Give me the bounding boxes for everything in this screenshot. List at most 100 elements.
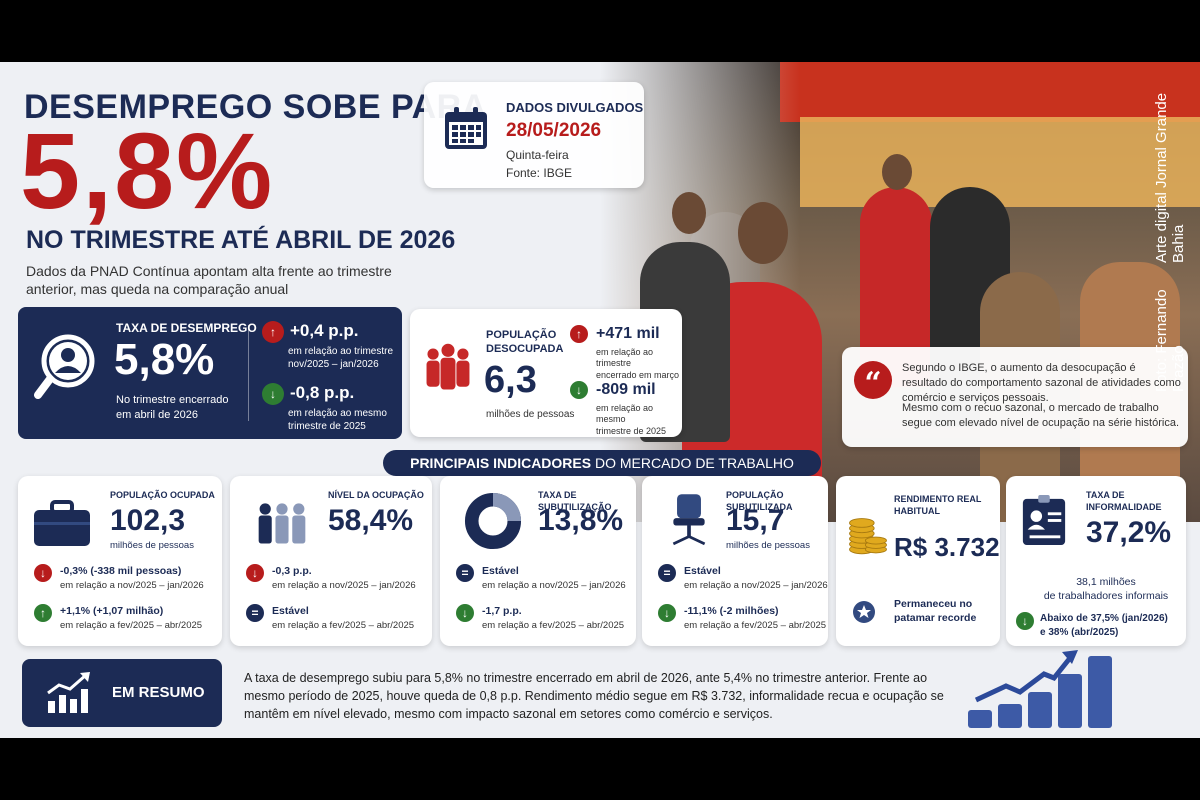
unemployed-change2-desc: em relação ao mesmo trimestre de 2025: [596, 403, 667, 436]
indicator-value: R$ 3.732: [894, 532, 1000, 562]
change1-desc: em relação a nov/2025 – jan/2026: [272, 580, 416, 591]
star-badge-icon: [853, 601, 875, 623]
quote-paragraph-1: Segundo o IBGE, o aumento da desocupação…: [902, 362, 1181, 404]
indicator-title: TAXA DE INFORMALIDADE: [1086, 490, 1162, 512]
arrow-down-icon: ↓: [34, 564, 52, 582]
indicator-title: TAXA DE SUBUTILIZAÇÃO: [538, 490, 612, 512]
informal-workers: 38,1 milhões de trabalhadores informais: [1043, 576, 1169, 602]
arrow-down-icon: ↓: [456, 604, 474, 622]
indicator-employed-population: POPULAÇÃO OCUPADA 102,3 milhões de pesso…: [18, 476, 222, 646]
indicator-title: NÍVEL DA OCUPAÇÃO: [328, 490, 424, 500]
unemployed-change1-desc: em relação ao trimestre encerrado em mar…: [596, 347, 680, 380]
release-source: Fonte: IBGE: [506, 166, 573, 180]
indicator-title: POPULAÇÃO SUBUTILIZADA: [726, 490, 793, 512]
arrow-down-icon: ↓: [570, 381, 588, 399]
change1-label: Estável: [684, 565, 721, 577]
change1-label: Estável: [482, 565, 519, 577]
indicator-value: 15,7: [726, 504, 785, 537]
equal-icon: =: [246, 604, 264, 622]
indicator-unit: milhões de pessoas: [726, 540, 810, 551]
arrow-down-icon: ↓: [262, 383, 284, 405]
magnifier-user-icon: [34, 334, 95, 399]
infographic: Foto: Fernando Frazão Arte digital Jorna…: [0, 62, 1200, 738]
arrow-up-icon: ↑: [570, 325, 588, 343]
headline-value: 5,8%: [20, 110, 275, 231]
change2-desc: em relação a fev/2025 – abr/2025: [60, 620, 203, 631]
indicator-title: POPULAÇÃO OCUPADA: [110, 490, 215, 500]
unemployed-value: 6,3: [484, 359, 537, 401]
unemployment-value: 5,8%: [114, 335, 215, 384]
storefront: [800, 117, 1200, 207]
change2-label: -11,1% (-2 milhões): [684, 605, 779, 617]
change1-label: -0,3 p.p.: [272, 565, 312, 577]
change2-desc: em relação a fev/2025 – abr/2025: [272, 620, 415, 631]
unemployment-desc: No trimestre encerrado em abril de 2026: [116, 394, 229, 421]
arrow-down-icon: ↓: [1016, 612, 1034, 630]
change2-label: Estável: [272, 605, 309, 617]
arrow-up-icon: ↑: [262, 321, 284, 343]
change-year-value: -0,8 p.p.: [290, 383, 355, 402]
storefront-sign: [780, 62, 1200, 122]
donut-icon: [464, 492, 522, 550]
indicator-informality-rate: TAXA DE INFORMALIDADE 37,2% 38,1 milhões…: [1006, 476, 1186, 646]
summary-label-block: EM RESUMO: [22, 659, 222, 727]
id-card-icon: [1022, 495, 1066, 545]
change2-desc: em relação a fev/2025 – abr/2025: [482, 620, 625, 631]
arrow-down-icon: ↓: [658, 604, 676, 622]
indicator-title: RENDIMENTO REAL HABITUAL: [894, 494, 982, 516]
equal-icon: =: [456, 564, 474, 582]
headline-line2: NO TRIMESTRE ATÉ ABRIL DE 2026: [26, 226, 456, 254]
headline-subtitle: Dados da PNAD Contínua apontam alta fren…: [26, 263, 392, 298]
unemployed-change1-value: +471 mil: [596, 325, 660, 342]
change1-desc: em relação a nov/2025 – jan/2026: [60, 580, 204, 591]
coins-icon: [849, 518, 887, 555]
indicator-unit: milhões de pessoas: [110, 540, 194, 551]
release-label: DADOS DIVULGADOS: [506, 100, 644, 115]
unemployed-title: POPULAÇÃO DESOCUPADA: [486, 329, 564, 355]
quote-paragraph-2: Mesmo com o recuo sazonal, o mercado de …: [902, 402, 1180, 429]
growth-chart-icon: [47, 672, 90, 713]
quote-icon: “: [854, 361, 892, 401]
income-note: Permaneceu no patamar recorde: [894, 598, 977, 624]
change-year-desc: em relação ao mesmo trimestre de 2025: [288, 408, 387, 432]
indicator-underutilized-population: POPULAÇÃO SUBUTILIZADA 15,7 milhões de p…: [642, 476, 828, 646]
unemployed-unit: milhões de pessoas: [486, 409, 575, 420]
divider: [248, 325, 249, 421]
indicator-underutilization-rate: TAXA DE SUBUTILIZAÇÃO 13,8% = Estável em…: [440, 476, 636, 646]
indicator-real-income: RENDIMENTO REAL HABITUAL R$ 3.732 Perman…: [836, 476, 1000, 646]
arrow-up-icon: ↑: [34, 604, 52, 622]
change1-desc: em relação a nov/2025 – jan/2026: [684, 580, 828, 591]
indicator-value: 58,4%: [328, 504, 414, 537]
indicator-employment-level: NÍVEL DA OCUPAÇÃO 58,4% ↓ -0,3 p.p. em r…: [230, 476, 432, 646]
release-date: 28/05/2026: [506, 120, 602, 141]
indicator-value: 102,3: [110, 504, 186, 537]
arrow-down-icon: ↓: [246, 564, 264, 582]
release-weekday: Quinta-feira: [506, 148, 569, 162]
summary-text: A taxa de desemprego subiu para 5,8% no …: [244, 671, 944, 722]
unemployment-title: TAXA DE DESEMPREGO: [116, 321, 257, 335]
change1-desc: em relação a nov/2025 – jan/2026: [482, 580, 626, 591]
section-title: PRINCIPAIS INDICADORES DO MERCADO DE TRA…: [383, 450, 821, 476]
change-quarter-value: +0,4 p.p.: [290, 321, 359, 340]
chair-icon: [672, 494, 706, 546]
rising-bars-icon: [968, 650, 1112, 728]
people-icon: [426, 343, 470, 390]
equal-icon: =: [658, 564, 676, 582]
change2-label: +1,1% (+1,07 milhão): [60, 605, 164, 617]
change1-label: -0,3% (-338 mil pessoas): [60, 565, 182, 577]
people-group-icon: [258, 503, 306, 544]
summary-label: EM RESUMO: [112, 684, 205, 701]
indicator-value: 37,2%: [1086, 516, 1172, 549]
release-date-card: DADOS DIVULGADOS 28/05/2026 Quinta-feira…: [424, 82, 644, 188]
unemployed-population-card: POPULAÇÃO DESOCUPADA 6,3 milhões de pess…: [410, 309, 682, 437]
unemployment-rate-card: TAXA DE DESEMPREGO 5,8% No trimestre enc…: [18, 307, 402, 439]
change-quarter-desc: em relação ao trimestre nov/2025 – jan/2…: [288, 346, 394, 370]
change2-label: -1,7 p.p.: [482, 605, 522, 617]
man-head: [738, 202, 788, 264]
briefcase-icon: [34, 500, 90, 546]
informality-change: Abaixo de 37,5% (jan/2026) e 38% (abr/20…: [1040, 613, 1168, 638]
ibge-quote-card: “ Segundo o IBGE, o aumento da desocupaç…: [842, 347, 1188, 447]
headline-line1: DESEMPREGO SOBE PARA: [24, 88, 487, 126]
change2-desc: em relação a fev/2025 – abr/2025: [684, 620, 827, 631]
indicator-value: 13,8%: [538, 504, 624, 537]
